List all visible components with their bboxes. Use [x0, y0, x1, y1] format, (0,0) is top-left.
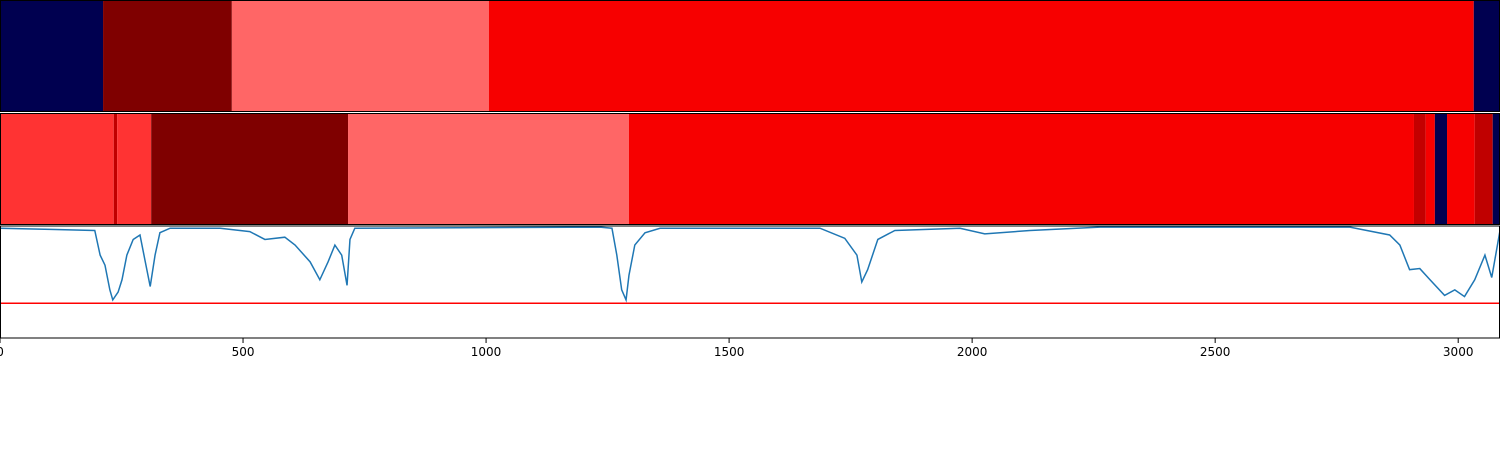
segment — [113, 113, 118, 225]
segment — [117, 113, 152, 225]
x-tick-label: 500 — [232, 345, 255, 359]
segment — [1473, 0, 1500, 112]
x-tick-label: 2000 — [957, 345, 988, 359]
data-line — [0, 226, 1500, 303]
panel-frame — [0, 225, 1500, 339]
segment — [1425, 113, 1435, 225]
segment — [348, 113, 629, 225]
x-tick-label: 0 — [0, 345, 4, 359]
segment — [151, 113, 349, 225]
x-tick-label: 3000 — [1443, 345, 1474, 359]
x-tick-label: 1500 — [714, 345, 745, 359]
segment — [1447, 113, 1475, 225]
segment — [103, 0, 232, 112]
segment — [0, 0, 104, 112]
segment — [1434, 113, 1448, 225]
x-tick-label: 1000 — [471, 345, 502, 359]
segment — [1413, 113, 1426, 225]
segment — [1492, 113, 1500, 225]
segment — [1474, 113, 1493, 225]
segment — [231, 0, 489, 112]
segment — [0, 113, 114, 225]
segment — [628, 113, 1414, 225]
x-tick-label: 2500 — [1200, 345, 1231, 359]
segment — [488, 0, 1474, 112]
